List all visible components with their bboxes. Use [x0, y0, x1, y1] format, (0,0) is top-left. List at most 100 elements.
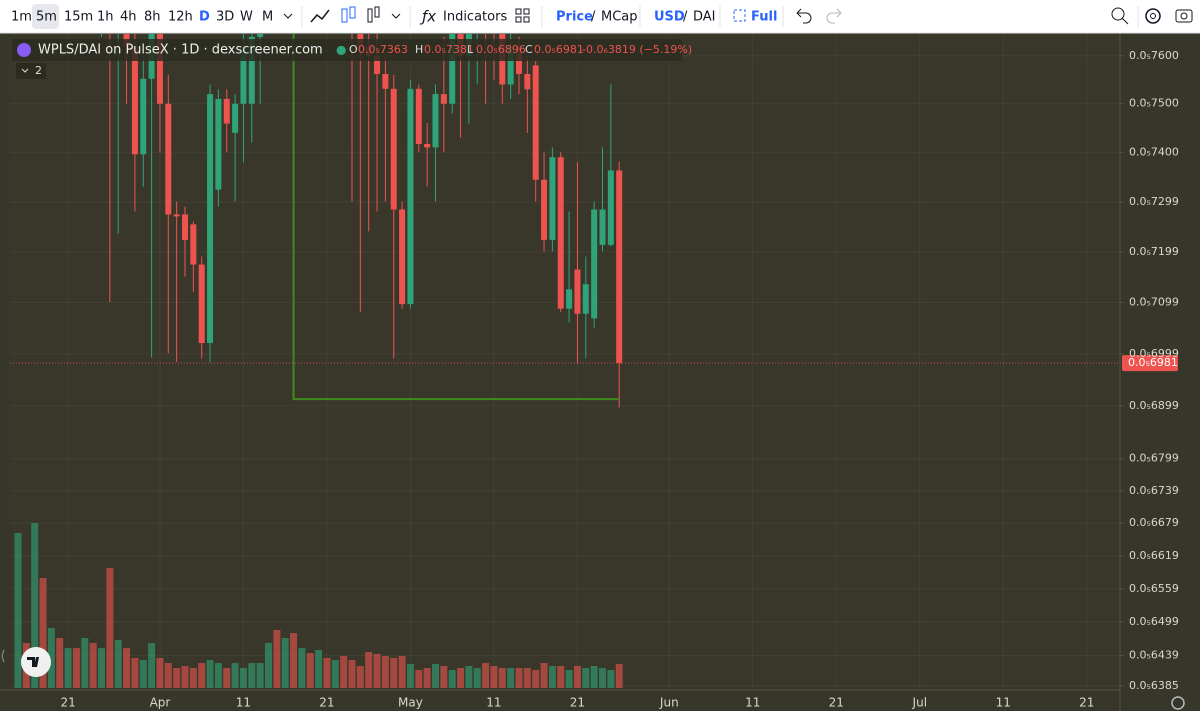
interval-button[interactable]: 4h	[120, 10, 137, 25]
screenshot-icon[interactable]	[1175, 9, 1193, 23]
collapse-icon[interactable]	[1, 649, 5, 663]
volume-bar	[590, 666, 598, 688]
mcap-toggle[interactable]: MCap	[601, 10, 638, 25]
volume-bar	[398, 656, 406, 688]
interval-button[interactable]: 3D	[216, 10, 234, 25]
chevron-icon[interactable]	[391, 13, 401, 19]
grid	[10, 34, 1120, 690]
search-icon[interactable]	[1111, 7, 1125, 21]
interval-button[interactable]: 15m	[64, 10, 93, 25]
candle-body	[131, 46, 138, 155]
settings-icon[interactable]	[1145, 8, 1161, 24]
x-tick-label: May	[398, 696, 423, 710]
volume-bar	[290, 633, 298, 688]
y-tick-label: 0.0₅6739	[1129, 484, 1179, 497]
volume-bar	[557, 666, 565, 688]
ohlc-value: 0.0₅6896	[476, 43, 526, 56]
redo-icon[interactable]	[826, 8, 842, 24]
x-tick-label: 21	[1079, 696, 1094, 710]
y-tick-label: 0.0₅7199	[1129, 245, 1179, 258]
volume-bar	[465, 666, 473, 688]
x-tick-label: 11	[486, 696, 501, 710]
toolbar-bg	[0, 0, 1200, 33]
volume-bar	[47, 628, 55, 688]
full-button[interactable]: Full	[751, 10, 777, 25]
volume-bar	[406, 664, 414, 688]
volume-bar	[81, 638, 89, 688]
candle-chart-icon[interactable]	[349, 6, 356, 19]
interval-button[interactable]: M	[262, 10, 273, 25]
last-price-tag	[1122, 355, 1178, 372]
x-tick-label: 21	[60, 696, 75, 710]
volume-bar	[615, 664, 623, 688]
volume-bar	[498, 668, 506, 688]
fx-icon[interactable]: ƒx	[419, 8, 436, 26]
interval-button[interactable]: 1h	[97, 10, 114, 25]
x-tick-label: 21	[829, 696, 844, 710]
ohlc-value: 0.0₅7381	[424, 43, 474, 56]
volume-bar	[298, 648, 306, 688]
interval-button[interactable]: W	[240, 10, 253, 25]
layout-icon	[523, 8, 530, 15]
fullscreen-icon[interactable]	[733, 9, 746, 22]
bar-chart-icon[interactable]	[374, 6, 380, 18]
interval-button[interactable]: D	[199, 10, 210, 25]
interval-button[interactable]: 1m	[11, 10, 32, 25]
candle-body	[240, 46, 247, 104]
usd-toggle[interactable]: USD	[654, 10, 685, 25]
interval-button[interactable]: 12h	[168, 10, 193, 25]
legend-bg	[12, 39, 682, 61]
ohlc-value: 0.0₅7363	[358, 43, 408, 56]
ohlc-value: 0.0₅6981	[534, 43, 584, 56]
undo-icon[interactable]	[796, 8, 812, 24]
volume-bar	[448, 670, 456, 688]
chevron-icon[interactable]	[283, 13, 293, 19]
candle-body	[449, 34, 456, 104]
y-tick-label: 0.0₅7099	[1129, 296, 1179, 309]
ohlc-key: L	[467, 43, 474, 56]
candle-body	[424, 144, 431, 148]
candle-chart-icon[interactable]	[341, 8, 348, 23]
volume-bar	[548, 666, 556, 688]
candle-body	[524, 73, 531, 90]
y-tick-label: 0.0₅6439	[1129, 649, 1179, 662]
layout-icon	[523, 16, 530, 23]
volume-bar	[173, 668, 181, 688]
candle-body	[207, 94, 214, 344]
candle-body	[607, 170, 614, 245]
y-tick-label: 0.0₅6799	[1129, 452, 1179, 465]
settings-icon[interactable]	[1171, 696, 1185, 710]
legend-value-dot: ●	[336, 43, 346, 57]
x-tick-label: 11	[996, 696, 1011, 710]
volume-bar	[256, 663, 264, 688]
candle-body	[156, 34, 163, 104]
candle-body	[190, 224, 197, 265]
token-icon	[17, 43, 31, 57]
y-tick-label: 0.0₅6499	[1129, 615, 1179, 628]
bar-chart-icon[interactable]	[367, 8, 373, 23]
volume-bar	[106, 568, 114, 688]
candle-body	[223, 98, 230, 124]
volume-bar	[273, 630, 281, 688]
line-chart-icon[interactable]	[310, 9, 330, 23]
interval-button[interactable]: 5m	[36, 10, 57, 25]
volume-bar	[156, 658, 164, 688]
y-tick-label: 0.0₅6899	[1129, 399, 1179, 412]
y-tick-label: 0.0₅6619	[1129, 549, 1179, 562]
x-tick-label: 11	[236, 696, 251, 710]
x-tick-label: Jul	[912, 696, 927, 710]
indicator-count[interactable]: 2	[35, 64, 42, 77]
volume-bar	[381, 656, 389, 688]
tv-logo-mark	[27, 657, 39, 667]
interval-button[interactable]: 8h	[144, 10, 161, 25]
price-toggle[interactable]: Price	[556, 10, 593, 25]
indicator-toggle[interactable]	[16, 63, 46, 79]
layout-icon[interactable]	[515, 8, 522, 15]
candle-body	[582, 284, 589, 314]
dai-toggle[interactable]: DAI	[693, 10, 716, 25]
legend-title: WPLS/DAI on PulseX · 1D · dexscreener.co…	[38, 43, 323, 58]
y-tick-label: 0.0₅6385	[1129, 679, 1179, 692]
indicators-button[interactable]: Indicators	[443, 10, 507, 25]
volume-bar	[365, 652, 373, 688]
